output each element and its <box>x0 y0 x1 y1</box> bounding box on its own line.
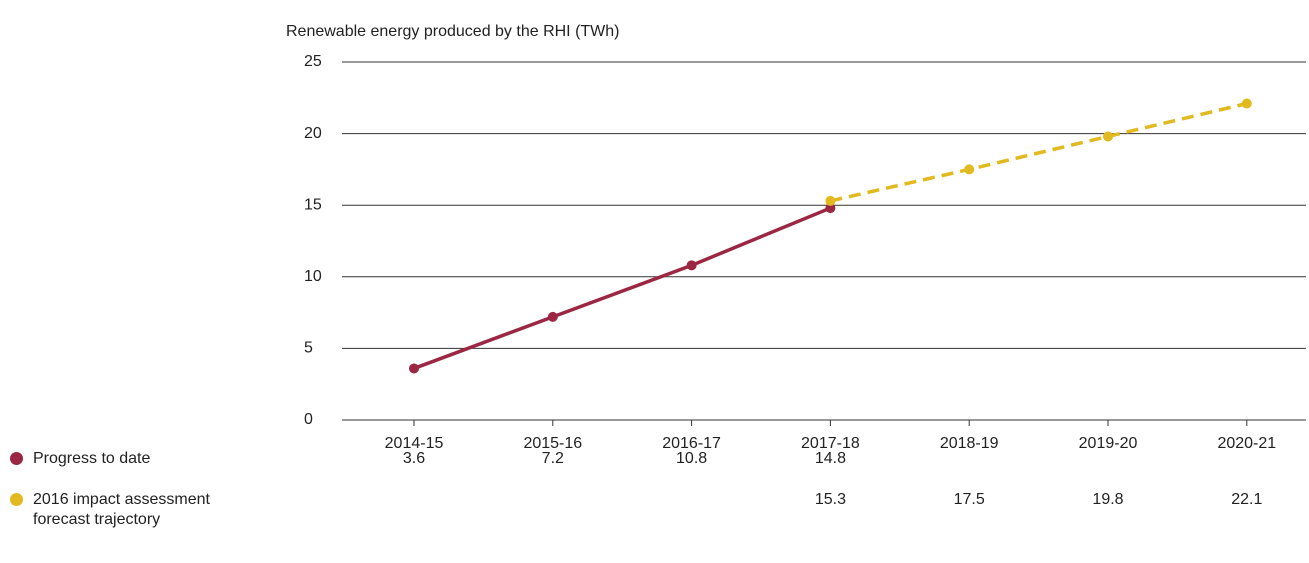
point <box>1241 98 1252 109</box>
legend-label: Progress to date <box>33 450 151 467</box>
table-value: 22.1 <box>1231 491 1262 508</box>
x-tick-label: 2017-18 <box>801 435 860 452</box>
table-value: 17.5 <box>954 491 985 508</box>
x-tick-label: 2018-19 <box>940 435 999 452</box>
point <box>409 363 419 374</box>
series-line <box>413 206 832 371</box>
y-tick-label: 10 <box>304 268 322 285</box>
point <box>964 164 975 175</box>
point <box>1103 131 1113 142</box>
table-value: 3.6 <box>403 450 425 467</box>
y-tick-label: 15 <box>304 196 322 213</box>
y-tick-label: 5 <box>304 340 313 357</box>
y-tick-label: 25 <box>304 53 322 70</box>
x-tick-label: 2014-15 <box>385 435 444 452</box>
point <box>686 260 697 271</box>
legend-item: 2016 impact assessment forecast trajecto… <box>10 490 270 530</box>
legend-swatch <box>10 493 23 506</box>
table-value: 15.3 <box>815 491 846 508</box>
legend-label: 2016 impact assessment forecast trajecto… <box>33 491 210 528</box>
legend-item: Progress to date <box>10 449 270 469</box>
x-tick-label: 2016-17 <box>662 435 721 452</box>
y-tick-label: 20 <box>304 125 322 142</box>
chart-title: Renewable energy produced by the RHI (TW… <box>286 23 620 40</box>
x-tick-label: 2020-21 <box>1217 435 1276 452</box>
x-tick-label: 2015-16 <box>523 435 582 452</box>
point <box>825 203 836 214</box>
legend-swatch <box>10 452 23 465</box>
table-value: 7.2 <box>542 450 564 467</box>
point <box>547 311 558 322</box>
table-value: 19.8 <box>1092 491 1123 508</box>
table-value: 14.8 <box>815 450 846 467</box>
y-tick-label: 0 <box>304 411 313 428</box>
table-value: 10.8 <box>676 450 707 467</box>
x-tick-label: 2019-20 <box>1079 435 1138 452</box>
series-line <box>830 101 1248 203</box>
point <box>825 195 836 206</box>
